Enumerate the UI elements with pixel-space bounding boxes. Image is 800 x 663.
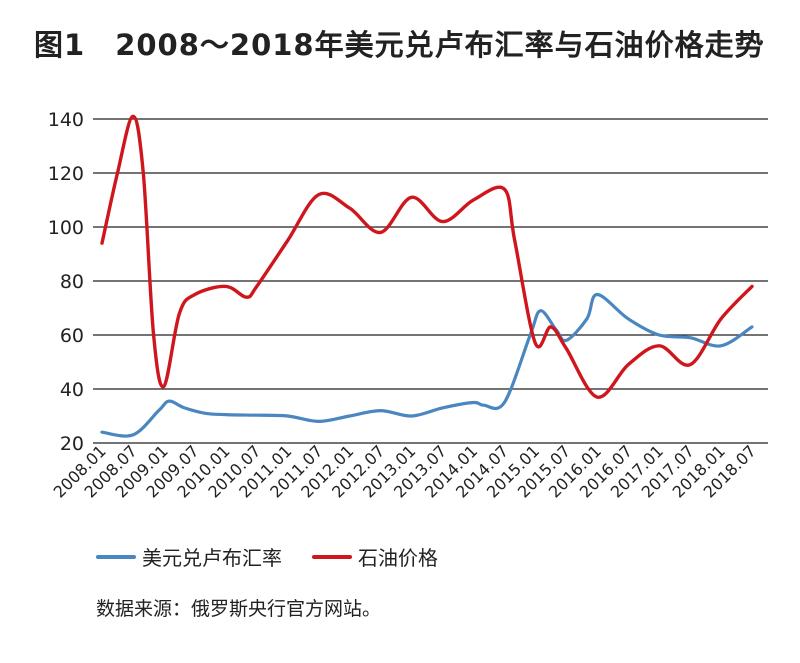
y-tick-label-60: 60 (60, 325, 84, 347)
y-tick-label-120: 120 (48, 163, 84, 185)
series-line-usd-rub (100, 292, 754, 438)
legend-swatch-oil (312, 554, 352, 559)
gridlines (93, 118, 768, 444)
y-axis-ticks: 20 40 60 80 100 120 140 (48, 109, 84, 455)
legend-label-oil: 石油价格 (358, 546, 438, 570)
legend-swatch-usd-rub (96, 554, 136, 559)
y-tick-label-140: 140 (48, 109, 84, 131)
data-source: 数据来源：俄罗斯央行官方网站。 (96, 598, 382, 620)
legend-label-usd-rub: 美元兑卢布汇率 (142, 546, 282, 570)
series-lines (100, 114, 754, 438)
y-tick-label-40: 40 (60, 379, 84, 401)
figure-number: 图1 (34, 28, 86, 62)
chart-title: 图1 2008～2018年美元兑卢布汇率与石油价格走势 (34, 22, 765, 64)
legend: 美元兑卢布汇率 石油价格 (96, 542, 468, 571)
y-tick-label-100: 100 (48, 217, 84, 239)
legend-item-usd-rub: 美元兑卢布汇率 (96, 542, 282, 571)
y-tick-label-20: 20 (60, 433, 84, 455)
title-text: 2008～2018年美元兑卢布汇率与石油价格走势 (115, 28, 765, 62)
x-axis-ticks: 2008.012008.072009.012009.072010.012010.… (50, 441, 760, 501)
legend-item-oil: 石油价格 (312, 542, 438, 571)
y-tick-label-80: 80 (60, 271, 84, 293)
series-line-oil (100, 114, 754, 399)
